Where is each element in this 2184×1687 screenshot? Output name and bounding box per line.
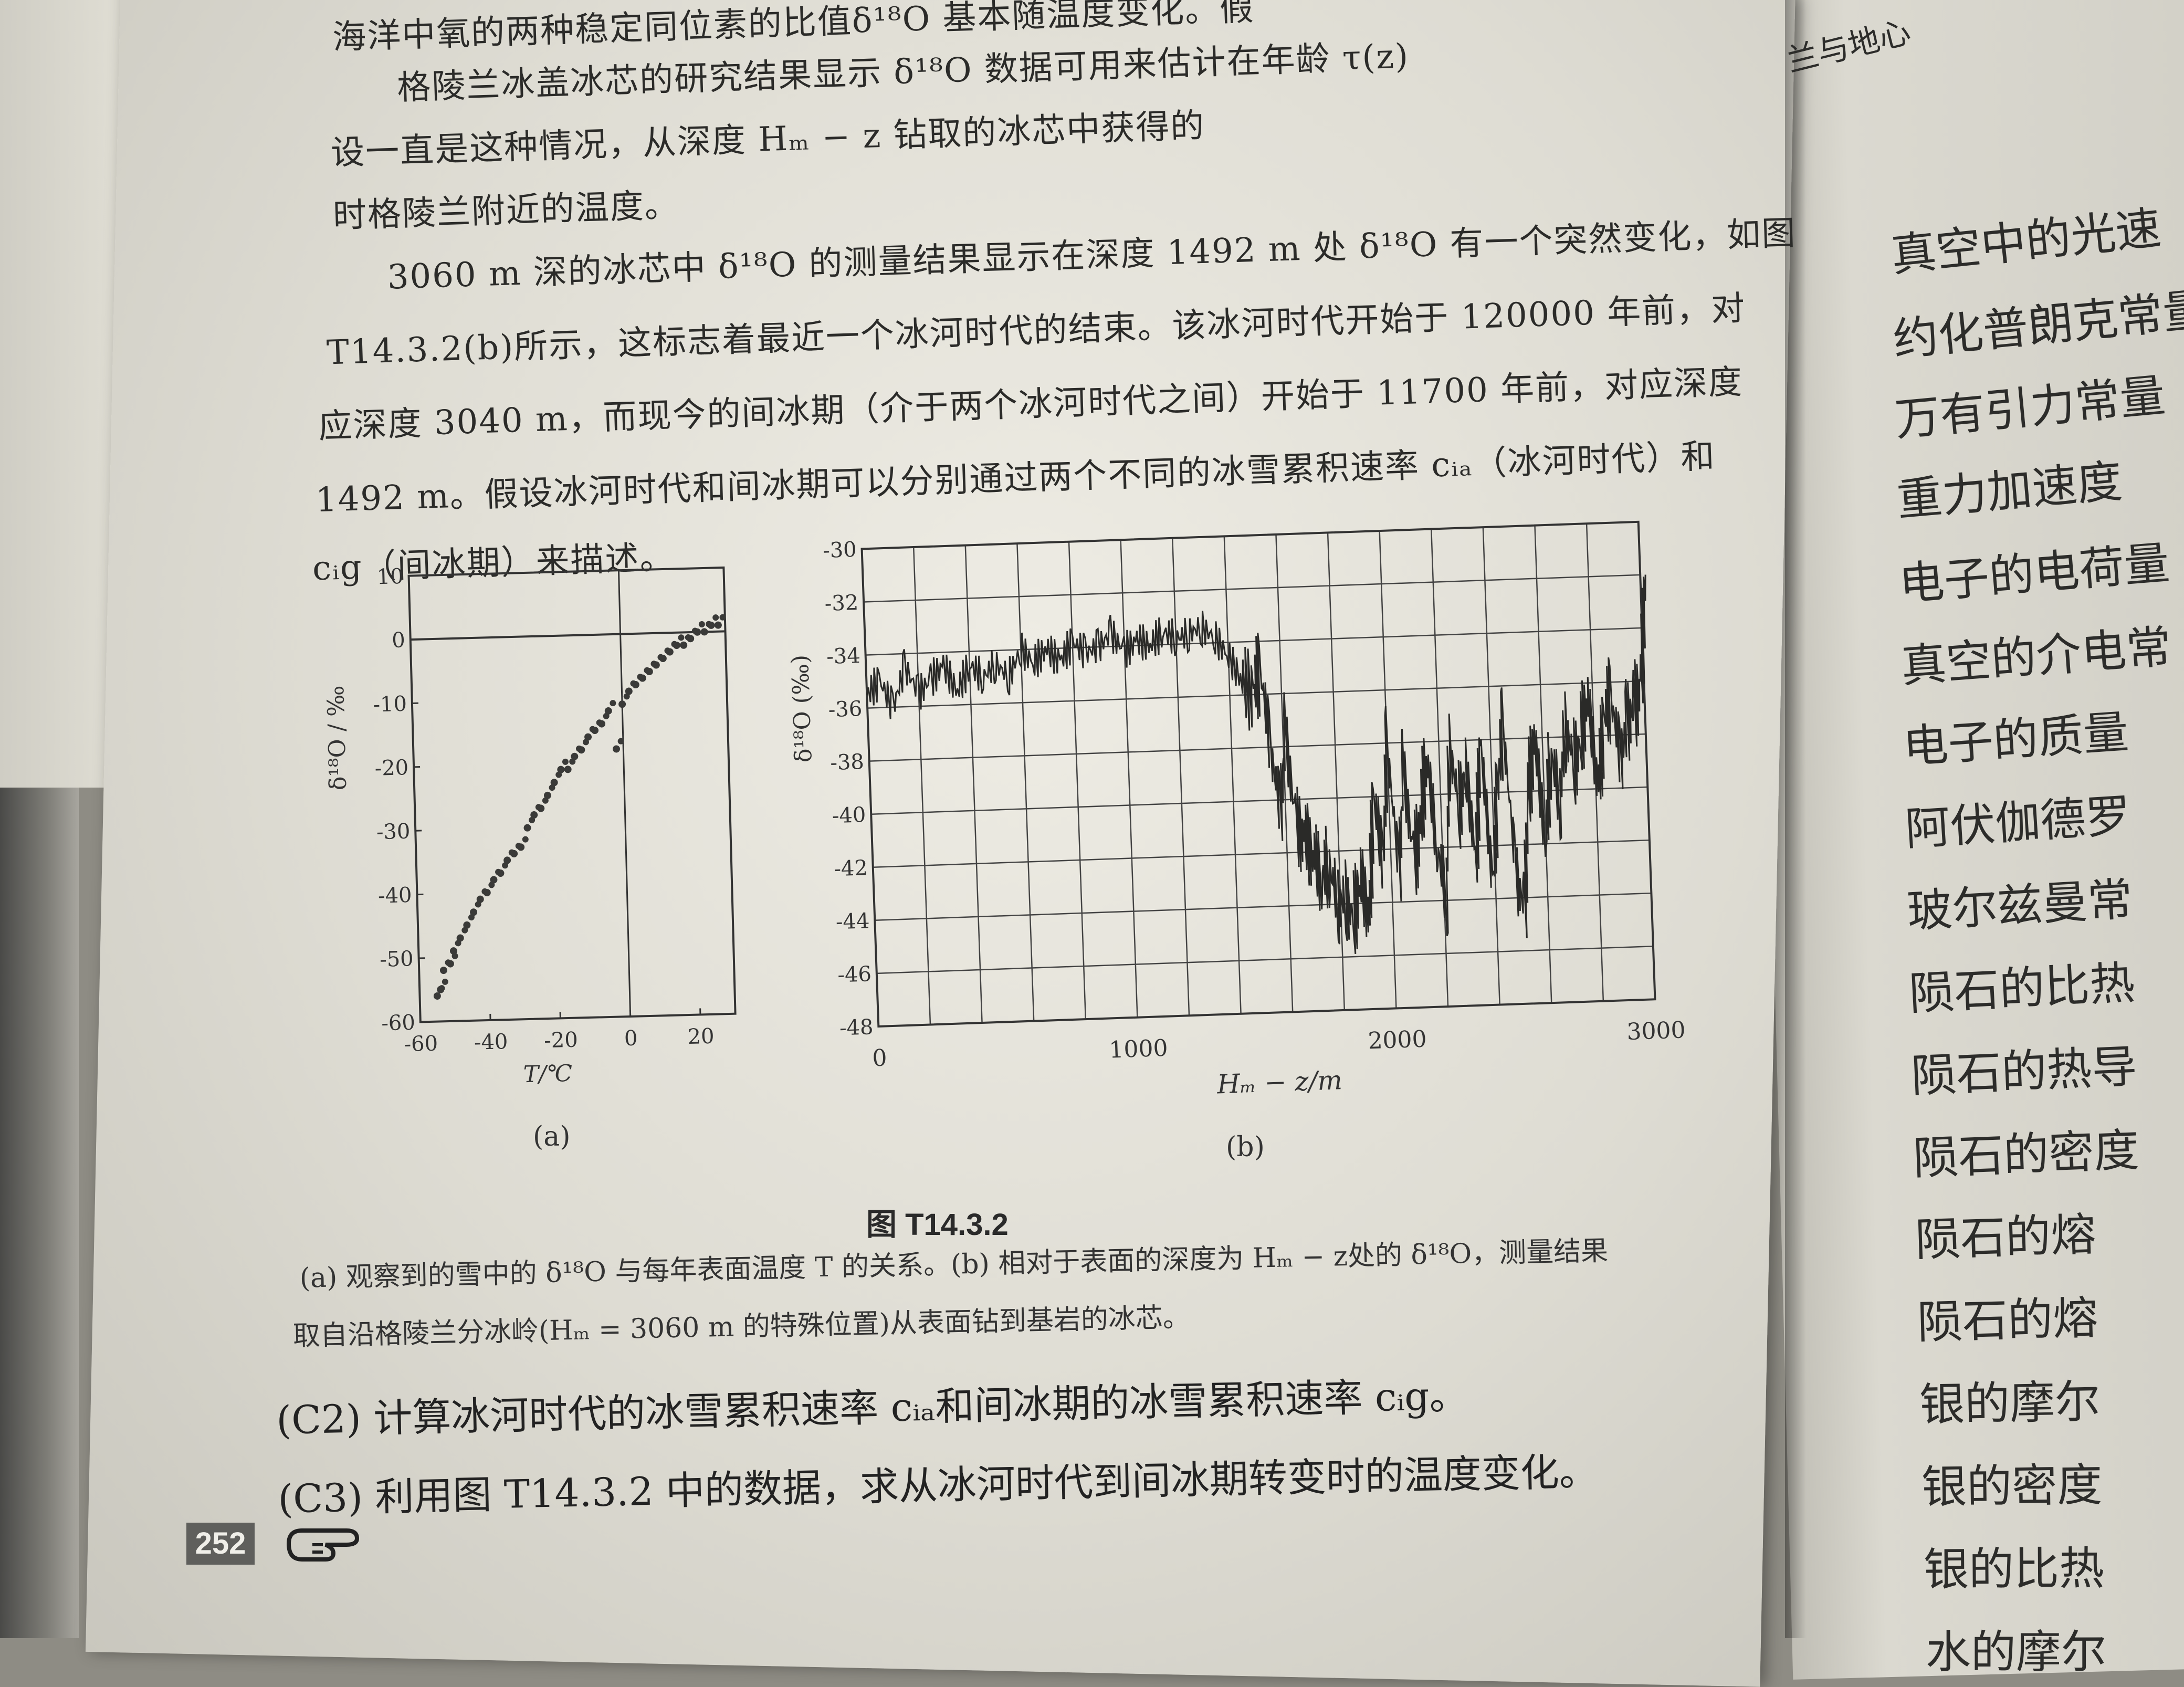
constant-list-item: 陨石的热导 bbox=[1909, 1030, 2138, 1105]
constant-list-item: 陨石的熔 bbox=[1914, 1198, 2097, 1269]
constant-list-item: 万有引力常量 bbox=[1892, 358, 2167, 448]
constant-list-item: 约化普朗克常量 bbox=[1889, 273, 2184, 369]
constant-list-item: 银的摩尔 bbox=[1919, 1365, 2101, 1434]
constant-list-item: 陨石的熔 bbox=[1916, 1281, 2098, 1351]
constant-list-item: 电子的电荷量 bbox=[1896, 526, 2171, 613]
constant-list-item: 真空中的光速 bbox=[1887, 191, 2164, 284]
constant-list-item: 水的摩尔 bbox=[1926, 1615, 2106, 1681]
constant-list-item: 重力加速度 bbox=[1894, 444, 2124, 529]
constant-list-item: 陨石的密度 bbox=[1912, 1113, 2140, 1187]
constant-list-item: 真空的介电常 bbox=[1898, 610, 2174, 695]
constant-list-item: 玻尔兹曼常 bbox=[1905, 862, 2134, 940]
right-page-header: 兰与地心 bbox=[1781, 6, 1915, 81]
constant-list-item: 银的密度 bbox=[1921, 1448, 2103, 1516]
constant-list-item: 阿伏伽德罗 bbox=[1903, 779, 2133, 858]
right-page-text: 兰与地心 真空中的光速约化普朗克常量万有引力常量重力加速度电子的电荷量真空的介电… bbox=[0, 0, 2184, 1638]
constant-list-item: 电子的质量 bbox=[1900, 695, 2130, 776]
constant-list-item: 陨石的比热 bbox=[1907, 946, 2136, 1022]
constant-list-item: 银的比热 bbox=[1924, 1532, 2105, 1598]
